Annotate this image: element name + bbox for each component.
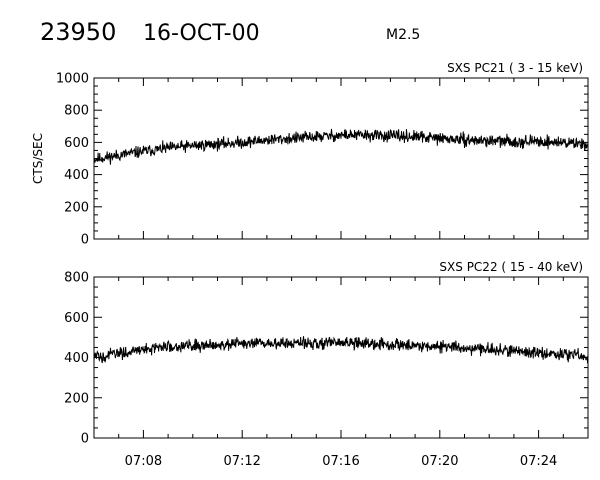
series-line-1 <box>93 128 589 165</box>
flare-class: M2.5 <box>386 27 420 43</box>
y-tick-label: 200 <box>64 391 89 406</box>
y-tick-label: 600 <box>64 136 89 151</box>
y-tick-label: 400 <box>64 168 89 183</box>
y-tick-label: 200 <box>64 200 89 215</box>
plot-frame <box>93 276 589 439</box>
y-tick-label: 0 <box>81 233 89 248</box>
plot-frame <box>93 77 589 240</box>
y-axis-label: CTS/SEC <box>31 133 45 184</box>
x-tick-label: 07:16 <box>322 454 359 469</box>
y-tick-label: 600 <box>64 311 89 326</box>
x-tick-label: 07:12 <box>223 454 260 469</box>
panel-title: SXS PC22 ( 15 - 40 keV) <box>439 260 583 274</box>
panel-title: SXS PC21 ( 3 - 15 keV) <box>447 61 583 75</box>
chart-panels: SXS PC21 ( 3 - 15 keV) 0 200 400 600 800 1000 C… <box>31 61 589 469</box>
y-tick-label: 400 <box>64 351 89 366</box>
y-tick-label: 800 <box>64 271 89 286</box>
y-tick-label: 0 <box>81 432 89 447</box>
y-tick-label: 1000 <box>56 72 89 87</box>
event-date: 16-OCT-00 <box>143 21 260 46</box>
y-tick-label: 800 <box>64 104 89 119</box>
series-line-2 <box>93 336 589 364</box>
chart-panel-2: SXS PC22 ( 15 - 40 keV) 0 200 400 600 800 07:0… <box>64 260 589 469</box>
x-tick-label: 07:20 <box>421 454 458 469</box>
x-tick-label: 07:24 <box>520 454 557 469</box>
event-id: 23950 <box>40 18 116 46</box>
x-tick-label: 07:08 <box>125 454 162 469</box>
chart-panel-1: SXS PC21 ( 3 - 15 keV) 0 200 400 600 800 1000 C… <box>31 61 589 248</box>
